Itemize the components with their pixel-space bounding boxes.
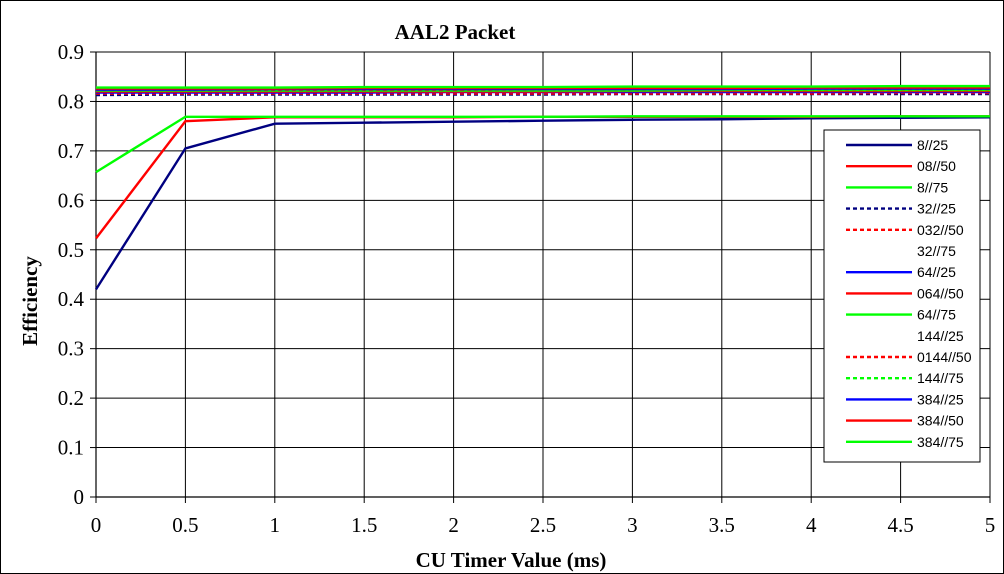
x-tick-label: 5 (985, 513, 996, 537)
legend-label: 384//25 (917, 391, 964, 407)
x-tick-label: 1.5 (351, 513, 377, 537)
x-tick-label: 2 (448, 513, 459, 537)
y-tick-label: 0 (74, 485, 85, 509)
y-tick-label: 0.5 (58, 238, 84, 262)
y-tick-label: 0.7 (58, 139, 84, 163)
tick-labels: 0 0.1 0.2 0.3 0.4 0.5 0.6 0.7 0.8 0.9 0 0.5 1 1.5 2 2.5… (58, 40, 996, 537)
legend-label: 64//25 (917, 264, 956, 280)
chart-title: AAL2 Packet (395, 20, 516, 44)
x-tick-label: 0 (91, 513, 102, 537)
y-tick-label: 0.9 (58, 40, 84, 64)
series-line-8--25 (94, 116, 991, 290)
legend-label: 144//75 (917, 370, 964, 386)
legend: 8//25 08//50 8//75 32//25 032//50 32//75 64//2… (823, 129, 981, 463)
y-tick-label: 0.8 (58, 89, 84, 113)
legend-label: 8//75 (917, 179, 948, 195)
y-tick-label: 0.1 (58, 436, 84, 460)
legend-label: 032//50 (917, 222, 964, 238)
x-axis-label: CU Timer Value (ms) (416, 548, 607, 572)
x-tick-label: 4.5 (887, 513, 913, 537)
series-line-8--75 (95, 115, 990, 174)
y-axis-label: Efficiency (18, 256, 42, 346)
y-tick-label: 0.2 (58, 386, 84, 410)
legend-label: 384//75 (917, 434, 964, 450)
x-tick-label: 0.5 (172, 513, 198, 537)
x-tick-label: 3 (627, 513, 638, 537)
x-tick-label: 4 (806, 513, 817, 537)
legend-label: 64//75 (917, 307, 956, 323)
x-tick-label: 2.5 (530, 513, 556, 537)
legend-label: 32//25 (917, 201, 956, 217)
legend-label: 0144//50 (917, 349, 972, 365)
legend-label: 144//25 (917, 328, 964, 344)
legend-label: 384//50 (917, 413, 964, 429)
legend-label: 32//75 (917, 243, 956, 259)
legend-box (823, 129, 981, 463)
legend-label: 064//50 (917, 285, 964, 301)
axes (90, 51, 991, 503)
series-lines (94, 84, 991, 290)
series-line-384--75 (96, 84, 990, 89)
legend-label: 8//25 (917, 137, 948, 153)
y-tick-label: 0.3 (58, 337, 84, 361)
legend-label: 08//50 (917, 158, 956, 174)
y-tick-label: 0.4 (58, 287, 85, 311)
x-tick-label: 3.5 (709, 513, 735, 537)
x-tick-label: 1 (270, 513, 281, 537)
y-tick-label: 0.6 (58, 188, 84, 212)
